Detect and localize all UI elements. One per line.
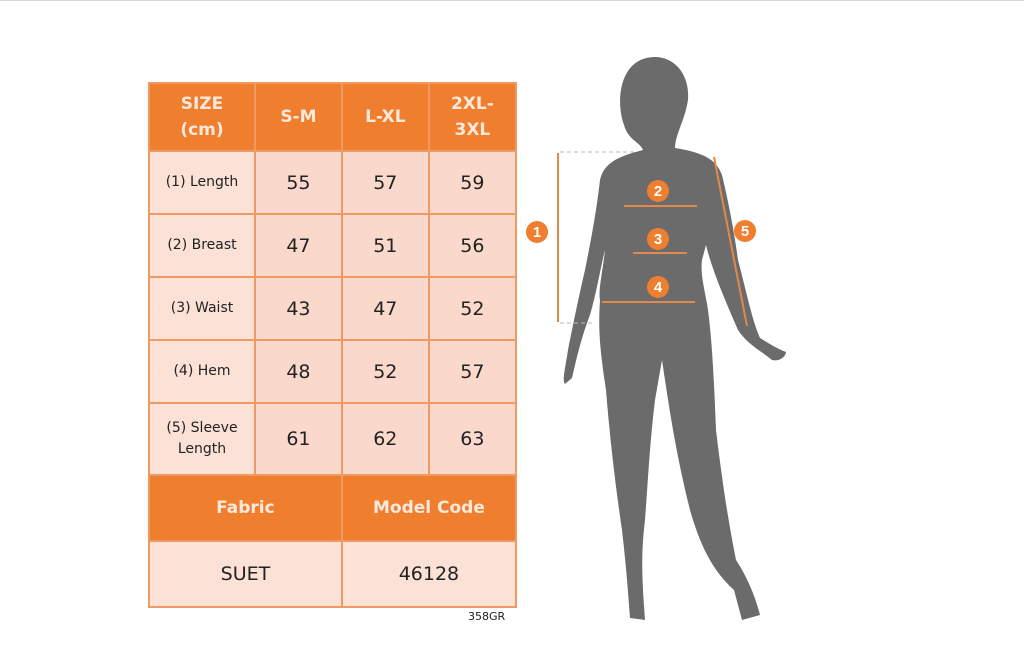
- header-2xl-3xl-2: 3XL: [454, 120, 491, 140]
- size-value: 62: [373, 428, 398, 450]
- size-value: 59: [460, 171, 485, 194]
- size-value-cell: 57: [340, 150, 430, 215]
- header-l-xl: L-XL: [365, 107, 406, 127]
- row-label-text: Length: [177, 441, 227, 457]
- row-label: (4) Hem: [148, 339, 256, 404]
- size-value-cell: 63: [427, 402, 518, 476]
- fabric-header: Fabric: [216, 498, 275, 518]
- marker-4: 4: [654, 279, 663, 296]
- size-value: 47: [373, 297, 398, 320]
- row-label-text: (2) Breast: [167, 237, 237, 253]
- size-value: 63: [460, 428, 485, 450]
- size-value-cell: 61: [253, 402, 343, 476]
- model-code-value: 46128: [398, 563, 460, 585]
- measurement-lines: [557, 151, 748, 327]
- top-divider: [0, 0, 1024, 1]
- size-value-cell: 47: [253, 213, 343, 278]
- marker-1: 1: [533, 224, 541, 241]
- marker-2: 2: [654, 183, 662, 200]
- size-value: 56: [460, 234, 485, 257]
- row-label: (3) Waist: [148, 276, 256, 341]
- size-value-cell: 48: [253, 339, 343, 404]
- size-value: 52: [460, 297, 485, 320]
- header-size-unit: (cm): [180, 120, 224, 140]
- header-size: SIZE: [180, 94, 224, 114]
- size-value: 48: [286, 360, 311, 383]
- size-value-cell: 47: [340, 276, 430, 341]
- size-value-cell: 59: [427, 150, 518, 215]
- table-row: (4) Hem 48 52 57: [148, 339, 518, 404]
- row-label-text: (3) Waist: [170, 300, 234, 316]
- row-label: (1) Length: [148, 150, 256, 215]
- size-value-cell: 52: [427, 276, 518, 341]
- woman-silhouette: [563, 57, 786, 620]
- size-value: 61: [286, 428, 311, 450]
- size-chart-table: SIZE (cm) S-M L-XL 2XL- 3XL (1) Length 55 57…: [148, 82, 518, 608]
- row-label-text: (1) Length: [165, 174, 239, 190]
- size-value: 43: [286, 297, 311, 320]
- table-row: (5) Sleeve Length 61 62 63: [148, 402, 518, 476]
- row-label: (5) Sleeve Length: [148, 402, 256, 476]
- marker-3: 3: [654, 231, 662, 248]
- header-2xl-3xl: 2XL-: [450, 94, 494, 114]
- size-value: 52: [373, 360, 398, 383]
- row-label-text: (4) Hem: [173, 363, 231, 379]
- size-value: 51: [373, 234, 398, 257]
- marker-5: 5: [741, 223, 749, 240]
- size-value: 55: [286, 171, 311, 194]
- footer-value-row: SUET 46128: [148, 540, 518, 608]
- table-header-row: SIZE (cm) S-M L-XL 2XL- 3XL: [148, 82, 518, 152]
- size-value-cell: 52: [340, 339, 430, 404]
- model-code-header: Model Code: [372, 498, 485, 518]
- footer-header-row: Fabric Model Code: [148, 474, 518, 542]
- size-value-cell: 57: [427, 339, 518, 404]
- size-value: 47: [286, 234, 311, 257]
- size-value: 57: [373, 171, 398, 194]
- measurement-markers: 1 2 3 4 5: [526, 180, 756, 298]
- fabric-value: SUET: [220, 563, 271, 585]
- size-value-cell: 56: [427, 213, 518, 278]
- size-value-cell: 51: [340, 213, 430, 278]
- table-row: (1) Length 55 57 59: [148, 150, 518, 215]
- row-label-text: (5) Sleeve: [166, 420, 238, 436]
- size-value-cell: 43: [253, 276, 343, 341]
- row-label: (2) Breast: [148, 213, 256, 278]
- size-value-cell: 62: [340, 402, 430, 476]
- size-value-cell: 55: [253, 150, 343, 215]
- product-code: 358GR: [468, 610, 506, 623]
- header-s-m: S-M: [280, 107, 317, 127]
- table-row: (3) Waist 43 47 52: [148, 276, 518, 341]
- size-value: 57: [460, 360, 485, 383]
- table-row: (2) Breast 47 51 56: [148, 213, 518, 278]
